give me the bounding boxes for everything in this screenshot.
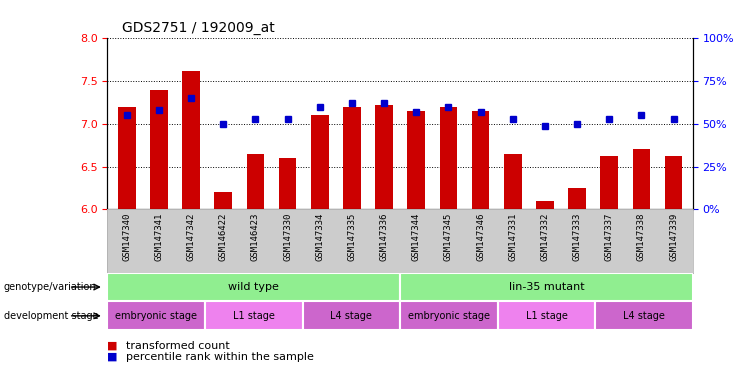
- Text: GDS2751 / 192009_at: GDS2751 / 192009_at: [122, 21, 275, 35]
- Text: L1 stage: L1 stage: [525, 311, 568, 321]
- Text: GSM147333: GSM147333: [573, 212, 582, 261]
- Text: GSM147340: GSM147340: [122, 212, 131, 261]
- Text: ■: ■: [107, 352, 118, 362]
- Text: genotype/variation: genotype/variation: [4, 282, 96, 292]
- Text: GSM147335: GSM147335: [348, 212, 356, 261]
- Bar: [107, 273, 400, 301]
- Bar: [408, 111, 425, 209]
- Bar: [536, 201, 554, 209]
- Bar: [279, 158, 296, 209]
- Text: development stage: development stage: [4, 311, 99, 321]
- Text: GSM147345: GSM147345: [444, 212, 453, 261]
- Text: wild type: wild type: [228, 282, 279, 292]
- Bar: [504, 154, 522, 209]
- Text: L1 stage: L1 stage: [233, 311, 275, 321]
- Bar: [498, 301, 595, 330]
- Text: GSM147336: GSM147336: [379, 212, 388, 261]
- Text: transformed count: transformed count: [126, 341, 230, 351]
- Bar: [107, 301, 205, 330]
- Bar: [150, 90, 167, 209]
- Bar: [568, 188, 586, 209]
- Bar: [400, 273, 693, 301]
- Bar: [311, 115, 328, 209]
- Text: ■: ■: [107, 341, 118, 351]
- Bar: [182, 71, 200, 209]
- Bar: [118, 107, 136, 209]
- Text: percentile rank within the sample: percentile rank within the sample: [126, 352, 314, 362]
- Bar: [600, 156, 618, 209]
- Bar: [343, 107, 361, 209]
- Text: GSM147337: GSM147337: [605, 212, 614, 261]
- Text: GSM147331: GSM147331: [508, 212, 517, 261]
- Text: GSM147338: GSM147338: [637, 212, 646, 261]
- Text: GSM146423: GSM146423: [251, 212, 260, 261]
- Bar: [439, 107, 457, 209]
- Text: embryonic stage: embryonic stage: [116, 311, 197, 321]
- Text: lin-35 mutant: lin-35 mutant: [508, 282, 585, 292]
- Bar: [595, 301, 693, 330]
- Text: GSM147346: GSM147346: [476, 212, 485, 261]
- Bar: [400, 301, 498, 330]
- Text: GSM147330: GSM147330: [283, 212, 292, 261]
- Text: GSM147342: GSM147342: [187, 212, 196, 261]
- Bar: [247, 154, 265, 209]
- Text: GSM147334: GSM147334: [315, 212, 325, 261]
- Text: GSM147332: GSM147332: [540, 212, 549, 261]
- Text: GSM146422: GSM146422: [219, 212, 227, 261]
- Text: L4 stage: L4 stage: [330, 311, 372, 321]
- Text: GSM147344: GSM147344: [412, 212, 421, 261]
- Bar: [302, 301, 400, 330]
- Text: embryonic stage: embryonic stage: [408, 311, 490, 321]
- Bar: [205, 301, 302, 330]
- Bar: [633, 149, 650, 209]
- Bar: [472, 111, 489, 209]
- Bar: [214, 192, 232, 209]
- Bar: [665, 156, 682, 209]
- Text: GSM147341: GSM147341: [154, 212, 164, 261]
- Text: GSM147339: GSM147339: [669, 212, 678, 261]
- Bar: [375, 105, 393, 209]
- Text: L4 stage: L4 stage: [623, 311, 665, 321]
